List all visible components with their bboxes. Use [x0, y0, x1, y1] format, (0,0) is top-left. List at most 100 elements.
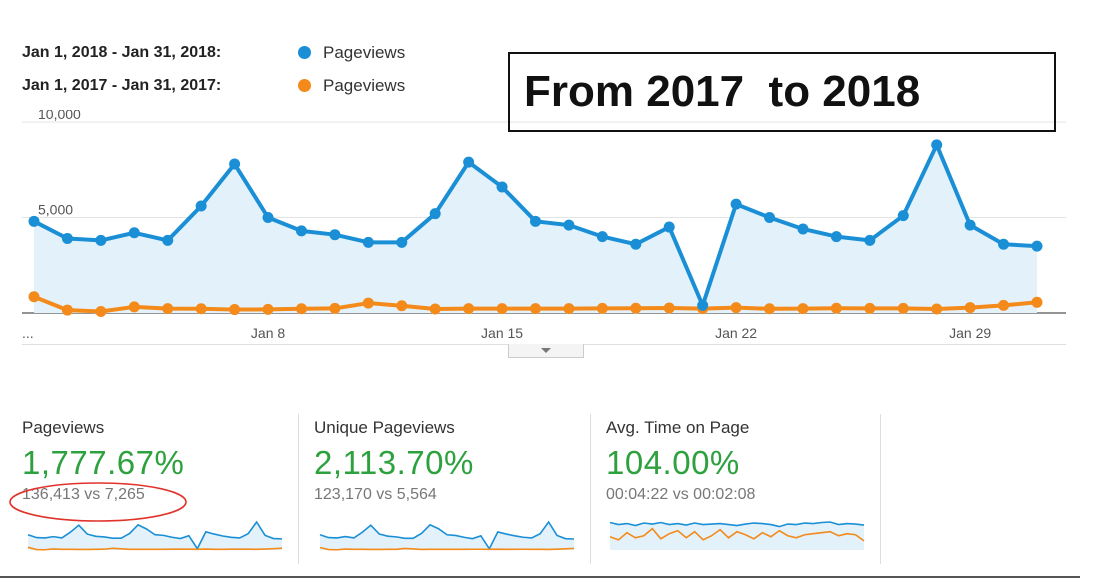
- metric-avg-time-on-page[interactable]: Avg. Time on Page 104.00% 00:04:22 vs 00…: [606, 414, 878, 564]
- data-point-2018: [1031, 240, 1043, 252]
- x-tick-label: Jan 22: [715, 325, 757, 341]
- data-point-2017: [329, 302, 341, 314]
- pageviews-line-chart[interactable]: 10,000 5,000 Jan 8 Jan 15 Jan 22 Jan 29...: [0, 110, 1070, 346]
- data-point-2018: [28, 215, 40, 227]
- data-point-2017: [897, 302, 909, 314]
- data-point-2017: [563, 303, 575, 315]
- chevron-down-icon: [541, 348, 551, 353]
- data-point-2018: [195, 200, 207, 212]
- legend-label-2018: Pageviews: [323, 42, 406, 62]
- data-point-2017: [429, 303, 441, 315]
- data-point-2018: [128, 227, 140, 239]
- data-point-2017: [28, 291, 40, 303]
- data-point-2018: [663, 221, 675, 233]
- metric-title: Avg. Time on Page: [606, 418, 750, 437]
- chart-legend: Jan 1, 2018 - Jan 31, 2018: Pageviews Ja…: [22, 36, 405, 102]
- data-point-2017: [730, 302, 742, 314]
- data-point-2017: [931, 303, 943, 315]
- data-point-2018: [563, 219, 575, 231]
- data-point-2017: [998, 299, 1010, 311]
- metric-unique-pageviews[interactable]: Unique Pageviews 2,113.70% 123,170 vs 5,…: [314, 414, 586, 564]
- x-tick-label: Jan 8: [251, 325, 285, 341]
- metric-divider: [298, 414, 299, 564]
- data-point-2017: [61, 304, 73, 316]
- metric-divider: [880, 414, 881, 564]
- data-point-2017: [95, 305, 107, 317]
- legend-label-2017: Pageviews: [323, 75, 406, 95]
- data-point-2017: [396, 300, 408, 312]
- data-point-2018: [396, 236, 408, 248]
- data-point-2018: [596, 231, 608, 243]
- metric-comparison: 00:04:22 vs 00:02:08: [606, 486, 756, 503]
- data-point-2017: [830, 302, 842, 314]
- data-point-2018: [730, 198, 742, 210]
- legend-dot-2018: [298, 46, 311, 59]
- data-point-2017: [530, 303, 541, 315]
- data-point-2018: [362, 236, 374, 248]
- data-point-2017: [229, 304, 241, 316]
- sparkline-area: [320, 522, 574, 550]
- legend-row-2018[interactable]: Jan 1, 2018 - Jan 31, 2018: Pageviews: [22, 36, 405, 69]
- data-point-2018: [162, 234, 174, 246]
- data-point-2017: [362, 297, 374, 309]
- data-point-2017: [463, 303, 475, 315]
- data-point-2018: [295, 225, 307, 237]
- metric-pageviews[interactable]: Pageviews 1,777.67% 136,413 vs 7,265: [22, 414, 294, 564]
- metric-percent-change: 1,777.67%: [22, 444, 185, 481]
- data-point-2018: [262, 212, 274, 223]
- x-tick-label: Jan 29: [949, 325, 991, 341]
- data-point-2017: [295, 303, 307, 315]
- sparkline-2017: [27, 546, 283, 551]
- data-point-2017: [764, 303, 776, 315]
- sparkline-2017: [609, 527, 865, 542]
- data-point-2018: [95, 234, 107, 246]
- y-tick-label: 5,000: [38, 202, 73, 218]
- metric-divider: [590, 414, 591, 564]
- sparkline-area: [610, 522, 864, 550]
- series-area-2018: [34, 144, 1037, 313]
- x-tick-label: Jan 15: [481, 325, 523, 341]
- data-point-2018: [897, 210, 909, 222]
- data-point-2018: [429, 208, 441, 220]
- data-point-2018: [797, 223, 809, 235]
- metric-comparison: 136,413 vs 7,265: [22, 486, 145, 503]
- legend-row-2017[interactable]: Jan 1, 2017 - Jan 31, 2017: Pageviews: [22, 69, 405, 102]
- sparkline-2018: [609, 521, 865, 528]
- data-point-2017: [964, 302, 976, 314]
- sparkline-2018: [319, 520, 575, 551]
- data-point-2018: [329, 229, 341, 241]
- highlight-circle-annotation: [9, 482, 187, 522]
- metric-title: Unique Pageviews: [314, 418, 455, 437]
- legend-range-2017: Jan 1, 2017 - Jan 31, 2017:: [22, 76, 222, 94]
- data-point-2017: [663, 302, 675, 314]
- legend-range-2018: Jan 1, 2018 - Jan 31, 2018:: [22, 43, 222, 61]
- annotation-callout: From 2017 to 2018: [508, 52, 1056, 132]
- data-point-2017: [162, 303, 174, 315]
- data-point-2018: [931, 139, 943, 151]
- metric-percent-change: 104.00%: [606, 444, 740, 481]
- data-point-2017: [1031, 296, 1043, 308]
- metric-title: Pageviews: [22, 418, 105, 437]
- callout-text: From 2017 to 2018: [524, 67, 921, 116]
- sparkline-2018: [27, 520, 283, 551]
- data-point-2017: [262, 303, 274, 315]
- data-point-2017: [596, 302, 608, 314]
- x-axis-ellipsis: ...: [22, 325, 34, 341]
- sparkline-2017: [319, 546, 575, 551]
- metric-percent-change: 2,113.70%: [314, 444, 474, 481]
- data-point-2018: [530, 215, 541, 227]
- data-point-2017: [128, 301, 140, 313]
- data-point-2017: [630, 302, 642, 314]
- data-point-2018: [830, 231, 842, 243]
- sparkline-avg-time: [609, 521, 865, 550]
- sparkline-area: [28, 522, 282, 550]
- chart-collapse-toggle[interactable]: [508, 344, 584, 358]
- data-point-2017: [864, 302, 876, 314]
- sparkline-pageviews: [27, 520, 283, 551]
- legend-dot-2017: [298, 79, 311, 92]
- data-point-2018: [998, 238, 1010, 250]
- sparkline-unique-pageviews: [319, 520, 575, 551]
- data-point-2017: [496, 303, 508, 315]
- data-point-2018: [61, 233, 73, 245]
- data-point-2018: [764, 212, 776, 223]
